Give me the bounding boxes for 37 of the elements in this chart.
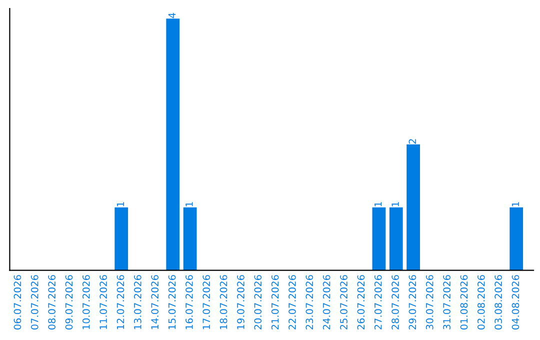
x-tick-label: 29.07.2026 bbox=[408, 275, 416, 330]
x-tick-label: 27.07.2026 bbox=[374, 275, 382, 330]
x-tick-label: 17.07.2026 bbox=[202, 275, 210, 330]
x-tick-label: 03.08.2026 bbox=[494, 275, 502, 330]
data-label: 1 bbox=[512, 202, 520, 206]
x-tick-label: 14.07.2026 bbox=[151, 275, 159, 330]
data-label: 1 bbox=[186, 202, 193, 206]
x-tick-label: 21.07.2026 bbox=[271, 275, 279, 330]
x-tick-label: 13.07.2026 bbox=[134, 275, 142, 330]
x-tick-label: 20.07.2026 bbox=[254, 275, 262, 330]
data-label: 2 bbox=[408, 139, 416, 144]
x-tick-label: 10.07.2026 bbox=[82, 275, 90, 330]
data-label: 1 bbox=[116, 202, 124, 206]
x-tick-label: 28.07.2026 bbox=[392, 275, 399, 330]
x-tick-label: 16.07.2026 bbox=[186, 275, 193, 330]
x-tick-label: 31.07.2026 bbox=[443, 275, 450, 330]
data-label: 4 bbox=[168, 12, 176, 18]
x-tick-label: 18.07.2026 bbox=[220, 275, 228, 330]
x-tick-label: 30.07.2026 bbox=[426, 275, 434, 330]
x-tick-label: 15.07.2026 bbox=[168, 275, 176, 330]
x-tick-label: 25.07.2026 bbox=[340, 275, 348, 330]
x-tick-label: 02.08.2026 bbox=[477, 275, 485, 330]
x-tick-label: 23.07.2026 bbox=[306, 275, 314, 330]
x-tick-label: 01.08.2026 bbox=[460, 275, 468, 330]
x-tick-label: 24.07.2026 bbox=[322, 275, 330, 330]
x-tick-label: 26.07.2026 bbox=[357, 275, 365, 330]
x-tick-label: 12.07.2026 bbox=[116, 275, 124, 330]
x-tick-label: 19.07.2026 bbox=[237, 275, 244, 330]
x-tick-label: 22.07.2026 bbox=[288, 275, 296, 330]
x-tick-label: 09.07.2026 bbox=[65, 275, 73, 330]
data-label: 1 bbox=[374, 202, 382, 206]
x-tick-label: 11.07.2026 bbox=[100, 275, 107, 330]
data-label: 1 bbox=[392, 202, 399, 206]
x-tick-label: 06.07.2026 bbox=[14, 275, 22, 330]
x-tick-label: 07.07.2026 bbox=[30, 275, 38, 330]
x-tick-label: 08.07.2026 bbox=[48, 275, 56, 330]
x-tick-label: 04.08.2026 bbox=[512, 275, 520, 330]
